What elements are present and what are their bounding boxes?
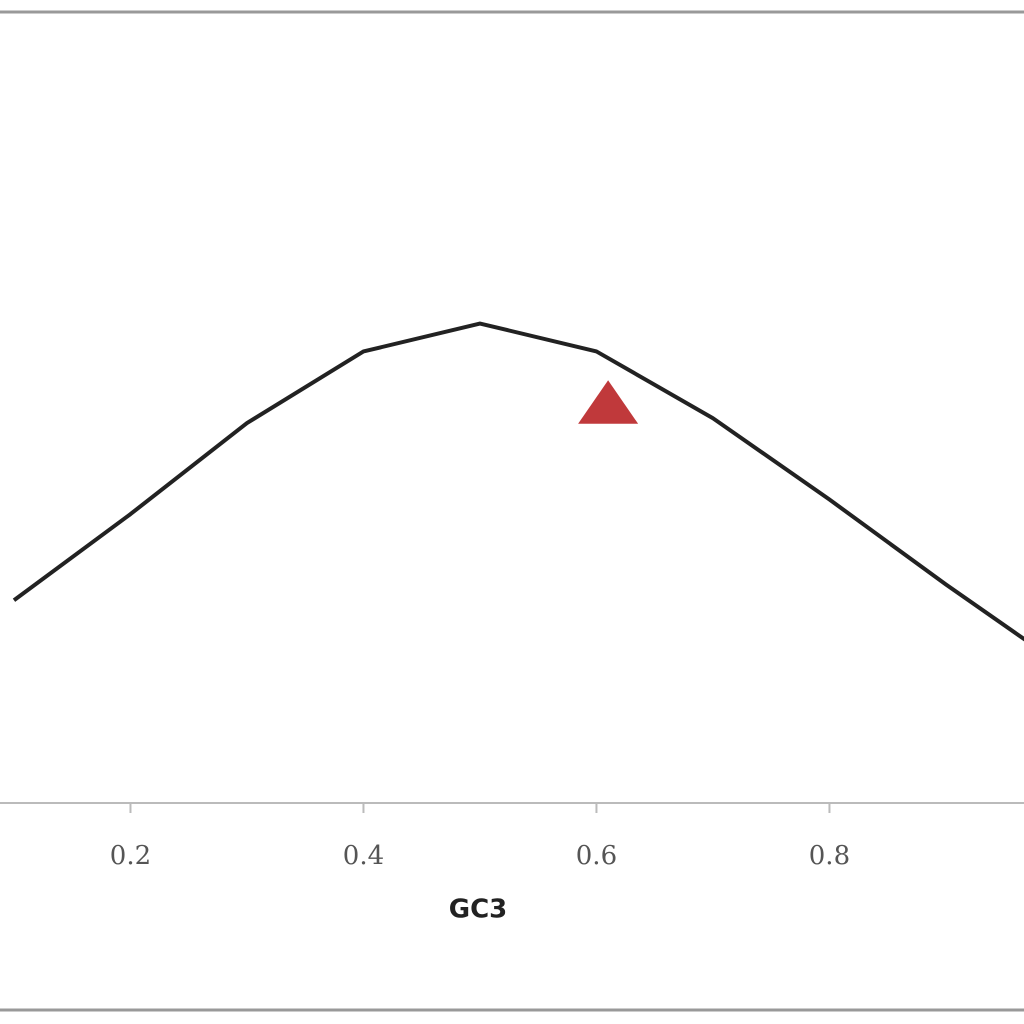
x-axis-label: GC3 <box>449 895 508 925</box>
x-tick-label: 0.4 <box>343 841 384 871</box>
marker <box>578 380 639 424</box>
line <box>12 321 1024 642</box>
x-tick-label: 0.2 <box>110 841 151 871</box>
x-tick-label: 0.8 <box>809 841 850 871</box>
x-tick-label: 0.6 <box>576 841 617 871</box>
